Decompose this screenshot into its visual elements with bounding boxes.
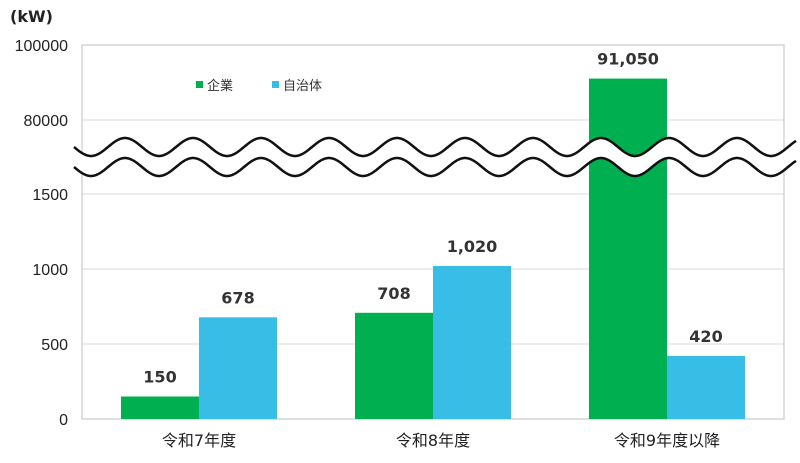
x-tick-label: 令和9年度以降 [614,431,720,450]
bars [121,78,745,419]
data-labels: 150 678 708 1,020 91,050 420 [143,50,722,387]
data-label: 708 [377,284,410,303]
x-axis: 令和7年度 令和8年度 令和9年度以降 [162,431,720,450]
legend-swatch [196,81,203,88]
y-tick-label: 100000 [15,38,68,55]
bar [667,356,745,419]
data-label: 678 [221,288,254,307]
y-tick-label: 1500 [32,187,68,204]
legend-swatch [272,81,279,88]
break-line [73,136,797,158]
bar [433,266,511,419]
legend-label: 企業 [207,78,233,94]
x-tick-label: 令和7年度 [162,431,236,450]
y-tick-label: 1000 [32,262,68,279]
data-label: 91,050 [597,50,659,69]
break-band [74,138,796,176]
break-line [73,156,797,178]
data-label: 150 [143,368,176,387]
bar [121,396,199,419]
bar [355,312,433,419]
axis-break [73,136,797,178]
data-label: 1,020 [447,237,498,256]
y-tick-label: 80000 [24,113,69,130]
legend-label: 自治体 [283,79,322,94]
x-tick-label: 令和8年度 [396,431,470,450]
y-tick-label: 0 [59,412,68,429]
bar [589,78,667,419]
y-axis: 0 500 1000 1500 80000 100000 [15,38,68,429]
legend: 企業 自治体 [196,78,322,94]
bar [199,317,277,419]
y-tick-label: 500 [41,337,68,354]
data-label: 420 [689,327,722,346]
y-unit-label: (kW) [10,7,53,26]
